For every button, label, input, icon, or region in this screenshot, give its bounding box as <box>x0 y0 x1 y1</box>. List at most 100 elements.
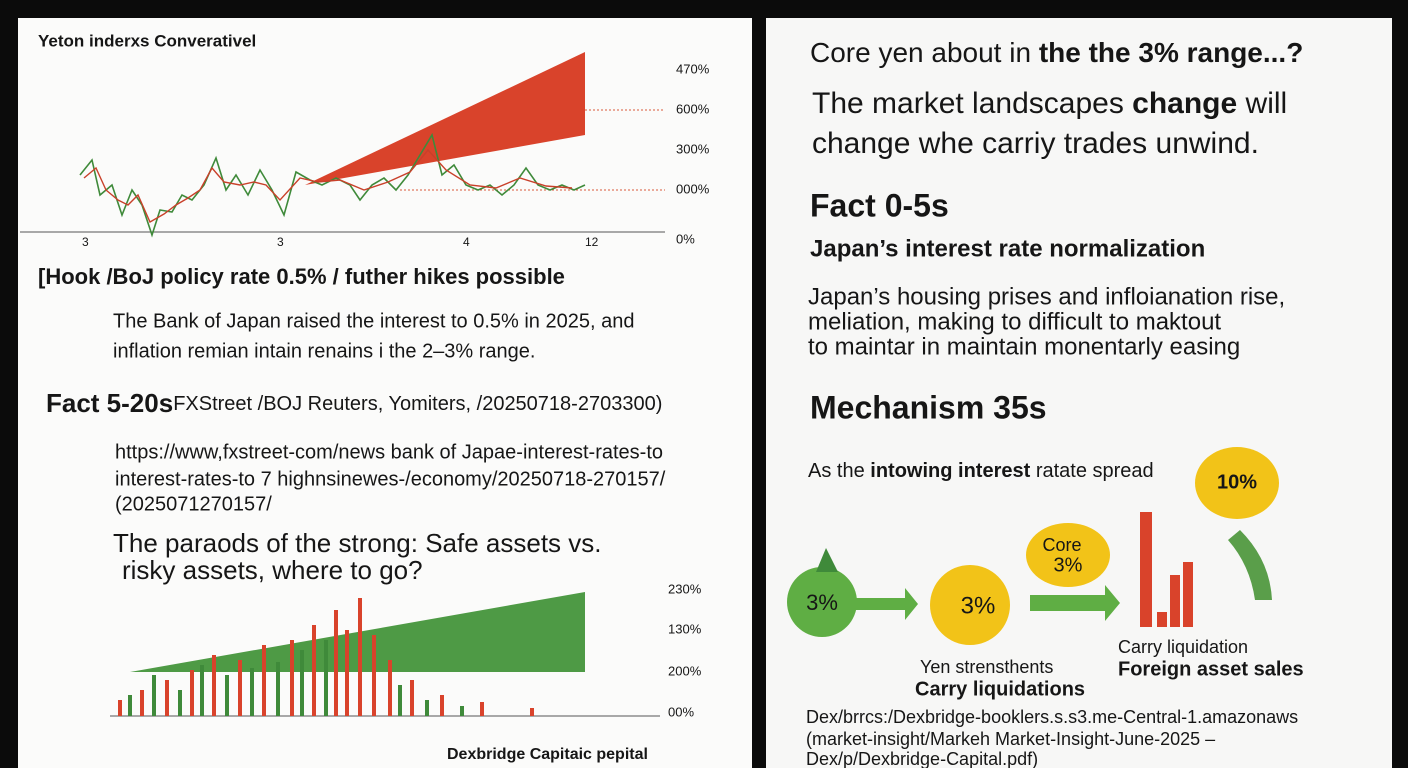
headline-part: will <box>1237 87 1287 120</box>
x-label: 4 <box>463 235 470 249</box>
bar-shape <box>425 700 429 716</box>
mechanism-heading: Mechanism 35s <box>810 389 1047 425</box>
bar-shape <box>212 655 216 716</box>
bar-shape <box>118 700 122 716</box>
bar-icon <box>1140 512 1152 627</box>
bar-shape <box>190 670 194 716</box>
source: Dex/brrcs:/Dexbridge-booklers.s.s3.me-Ce… <box>806 707 1298 727</box>
fact-heading: Fact 0-5s <box>810 187 949 223</box>
bar-shape <box>276 662 280 716</box>
curved-arrow <box>1228 530 1272 600</box>
bubble <box>1026 523 1110 587</box>
headline: Core yen about in the the 3% range...? <box>810 37 1303 68</box>
price-line <box>79 132 586 238</box>
bar-shape <box>410 680 414 716</box>
headline: The market landscapes change will <box>812 87 1287 120</box>
bar-shape <box>250 668 254 716</box>
fact-sources: FXStreet /BOJ Reuters, Yomiters, /202507… <box>173 393 662 415</box>
url: https://www,fxstreet-com/news bank of Ja… <box>115 441 663 463</box>
bar-shape <box>128 695 132 716</box>
paradox: The paraods of the strong: Safe assets v… <box>113 528 602 558</box>
tick-label: 0% <box>676 231 695 246</box>
fact-line: Fact 5-20sFXStreet /BOJ Reuters, Yomiter… <box>46 388 662 418</box>
arrow <box>842 588 918 620</box>
bar-shape <box>334 610 338 716</box>
bars <box>128 640 464 716</box>
paradox: risky assets, where to go? <box>122 555 423 585</box>
top-chart <box>20 52 665 238</box>
bar-shape <box>312 625 316 716</box>
intro-part: intowing interest <box>870 460 1030 482</box>
bar-icon <box>1183 562 1193 627</box>
intro-part: ratate spread <box>1030 460 1153 482</box>
bubble <box>1195 447 1279 519</box>
bar-shape <box>290 640 294 716</box>
headline: change whe carriy trades unwind. <box>812 127 1259 160</box>
bar-shape <box>152 675 156 716</box>
bars <box>118 598 534 716</box>
bubble-label: 10% <box>1217 471 1257 493</box>
bar-shape <box>165 680 169 716</box>
tick-label: 300% <box>676 141 710 156</box>
source: Dex/p/Dexbridge-Capital.pdf) <box>806 749 1038 768</box>
bar-shape <box>480 702 484 716</box>
bubble <box>930 565 1010 645</box>
bar-shape <box>140 690 144 716</box>
footer: Dexbridge Capitaic pepital <box>447 746 648 763</box>
bar-shape <box>358 598 362 716</box>
bar-shape <box>398 685 402 716</box>
source: (market-insight/Markeh Market-Insight-Ju… <box>806 729 1215 749</box>
bubble-label: Core <box>1042 535 1081 555</box>
body-text: Japan’s housing prises and infloianation… <box>808 283 1285 310</box>
bar-shape <box>372 635 376 716</box>
body-text: inflation remian intain renains i the 2–… <box>113 340 535 362</box>
bar-shape <box>440 695 444 716</box>
tick-label: 600% <box>676 101 710 116</box>
tick-label: 230% <box>668 581 702 596</box>
arrow-up <box>816 548 838 572</box>
url: interest-rates-to 7 highnsinewes-/econom… <box>115 468 666 490</box>
chart-title: Yeton inderxs Converativel <box>38 31 256 50</box>
mechanism-diagram <box>787 447 1279 645</box>
bar-shape <box>238 660 242 716</box>
body-text: meliation, making to difficult to maktou… <box>808 308 1221 335</box>
headline-part: change <box>1132 87 1237 120</box>
x-label: 3 <box>82 235 89 249</box>
bar-shape <box>460 706 464 716</box>
bar-shape <box>345 630 349 716</box>
tick-label: 200% <box>668 663 702 678</box>
tick-label: 000% <box>676 181 710 196</box>
bubble-label: 3% <box>806 590 838 615</box>
bubble-label: 3% <box>961 592 996 619</box>
bar-shape <box>225 675 229 716</box>
caption: Carry liquidation <box>1118 637 1248 657</box>
arrow <box>1030 585 1120 621</box>
bar-icon <box>1157 612 1167 627</box>
mechanism-intro: As the intowing interest ratate spread <box>808 460 1154 482</box>
url: (2025071270157/ <box>115 493 272 515</box>
headline-part: the the 3% range...? <box>1039 37 1304 68</box>
hook: [Hook /BoJ policy rate 0.5% / futher hik… <box>38 264 565 289</box>
bubble-label: 3% <box>1054 554 1083 576</box>
fact-heading: Fact 5-20s <box>46 388 173 418</box>
tick-label: 130% <box>668 621 702 636</box>
body-text: to maintar in maintain monentarly easing <box>808 333 1240 360</box>
fact-subheading: Japan’s interest rate normalization <box>810 235 1205 262</box>
bar-shape <box>178 690 182 716</box>
caption: Yen strensthents <box>920 657 1053 677</box>
bubble <box>787 567 857 637</box>
x-label: 3 <box>277 235 284 249</box>
wedge <box>305 52 585 185</box>
caption: Foreign asset sales <box>1118 658 1304 680</box>
price-line <box>83 148 573 223</box>
tick-label: 00% <box>668 704 694 719</box>
body-text: The Bank of Japan raised the interest to… <box>113 310 634 332</box>
bar-shape <box>530 708 534 716</box>
tick-label: 470% <box>676 61 710 76</box>
bar-icon <box>1170 575 1180 627</box>
bar-shape <box>300 650 304 716</box>
bottom-chart <box>110 592 660 717</box>
wedge <box>130 592 585 672</box>
headline-part: The market landscapes <box>812 87 1132 120</box>
